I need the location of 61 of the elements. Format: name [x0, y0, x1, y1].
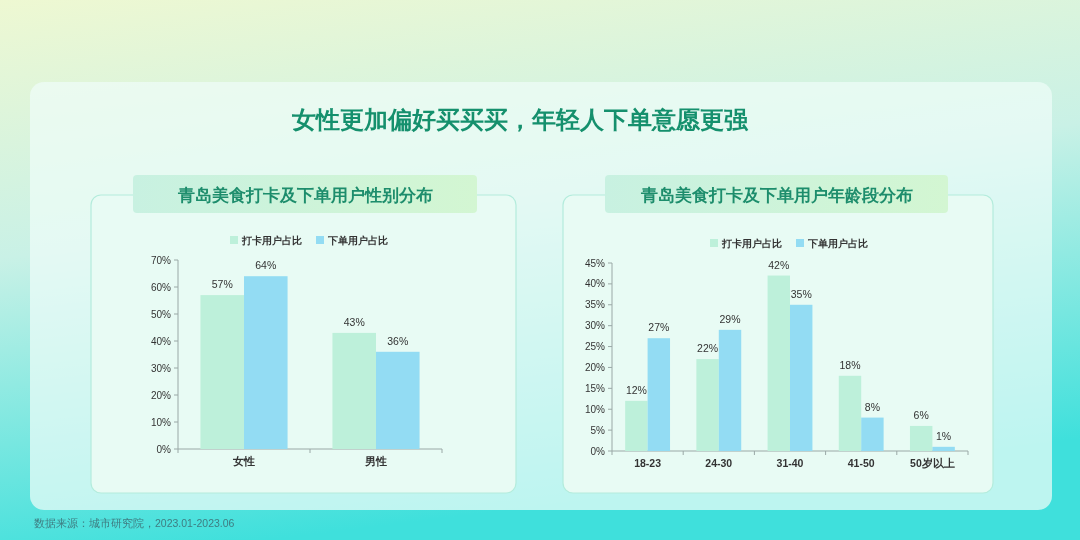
bar — [200, 295, 244, 449]
bar — [932, 446, 955, 451]
x-tick-label: 24-30 — [705, 457, 733, 469]
data-label: 6% — [913, 408, 929, 421]
y-tick-label: 35% — [584, 299, 606, 311]
data-label: 27% — [648, 321, 670, 334]
legend-label: 打卡用户占比 — [721, 238, 782, 249]
y-tick-label: 70% — [150, 254, 172, 266]
chart-title: 青岛美食打卡及下单用户性别分布 — [176, 186, 433, 205]
bar — [861, 417, 884, 451]
y-tick-label: 20% — [150, 389, 172, 401]
bar — [718, 329, 742, 451]
y-tick-label: 40% — [150, 335, 172, 347]
x-tick-label: 女性 — [232, 455, 255, 467]
chart-title: 青岛美食打卡及下单用户年龄段分布 — [639, 186, 913, 205]
data-label: 18% — [839, 358, 861, 371]
y-tick-label: 30% — [150, 362, 172, 374]
bar — [647, 338, 671, 451]
x-tick-label: 31-40 — [776, 457, 804, 469]
x-tick-label: 50岁以上 — [910, 457, 955, 469]
y-tick-label: 40% — [584, 278, 606, 290]
bar — [790, 304, 813, 451]
data-label: 1% — [936, 429, 952, 442]
bar — [332, 332, 376, 449]
data-label: 22% — [697, 342, 719, 355]
y-tick-label: 10% — [150, 416, 172, 428]
y-tick-label: 5% — [590, 424, 606, 436]
y-tick-label: 25% — [584, 341, 606, 353]
data-label: 12% — [625, 383, 647, 396]
data-label: 29% — [719, 312, 741, 325]
x-tick-label: 41-50 — [847, 457, 875, 469]
y-tick-label: 0% — [156, 443, 172, 455]
bar — [838, 375, 862, 451]
bar — [696, 359, 719, 451]
y-tick-label: 50% — [150, 308, 172, 320]
y-tick-label: 10% — [584, 403, 606, 415]
bar — [244, 276, 288, 449]
y-tick-label: 0% — [590, 445, 606, 457]
y-tick-label: 60% — [150, 281, 172, 293]
data-label: 35% — [790, 287, 812, 300]
source-note: 数据来源：城市研究院，2023.01-2023.06 — [34, 517, 235, 529]
data-label: 43% — [343, 315, 365, 328]
bar — [625, 400, 648, 451]
y-tick-label: 30% — [584, 320, 606, 332]
legend-label: 下单用户占比 — [327, 235, 388, 246]
text: 女性更加偏好买买买，年轻人下单意愿更强 — [291, 106, 749, 133]
data-label: 8% — [864, 400, 881, 413]
bar — [909, 425, 933, 451]
bar — [376, 351, 420, 449]
x-tick-label: 男性 — [364, 455, 387, 467]
data-label: 42% — [768, 258, 790, 271]
data-label: 36% — [387, 334, 409, 347]
y-tick-label: 20% — [584, 361, 606, 373]
data-label: 57% — [211, 278, 233, 291]
bar — [767, 275, 790, 451]
data-label: 64% — [255, 259, 277, 272]
legend-label: 下单用户占比 — [807, 238, 868, 249]
y-tick-label: 15% — [584, 382, 606, 394]
y-tick-label: 45% — [584, 257, 606, 269]
legend-label: 打卡用户占比 — [241, 235, 302, 246]
x-tick-label: 18-23 — [634, 457, 662, 469]
